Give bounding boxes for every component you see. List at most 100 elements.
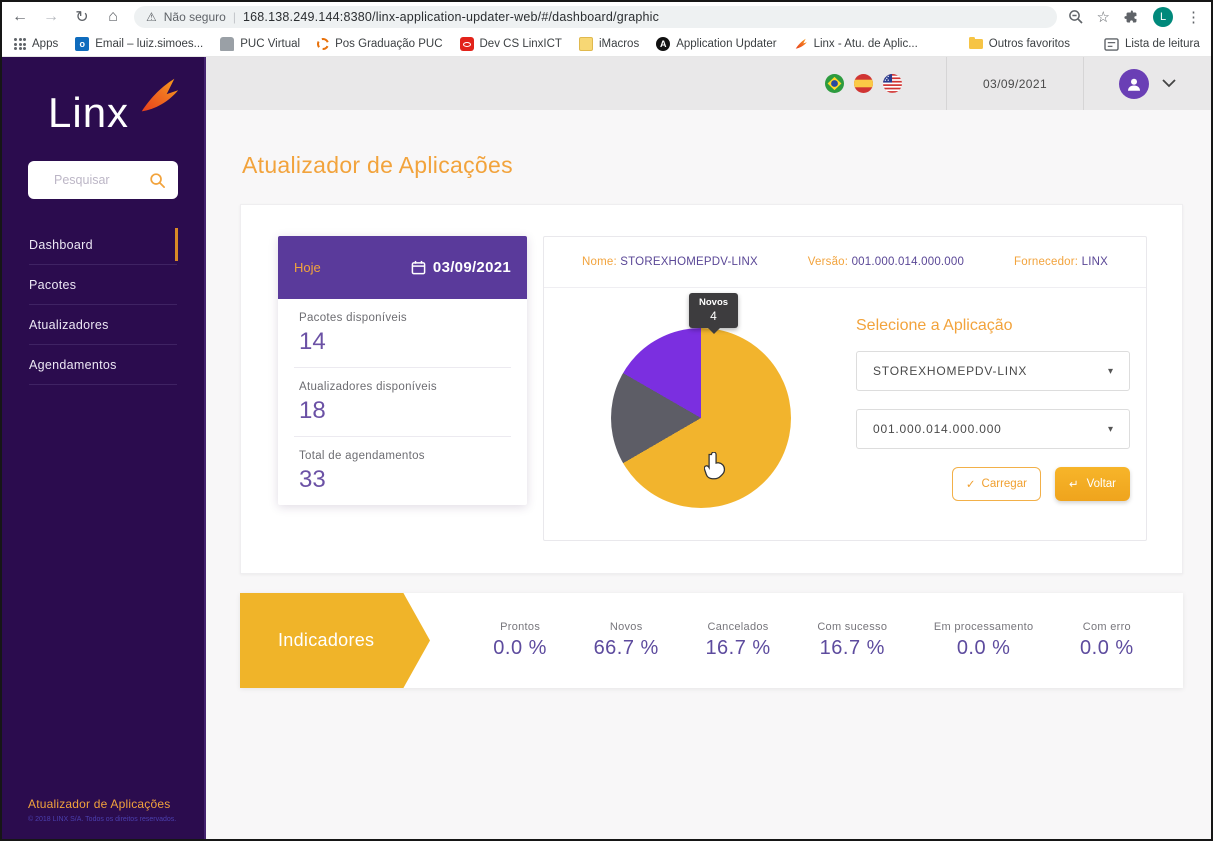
application-dropdown[interactable]: STOREXHOMEPDV-LINX ▾ (856, 351, 1130, 391)
extensions-puzzle-icon[interactable] (1123, 9, 1140, 26)
application-info-header: Nome: STOREXHOMEPDV-LINX Versão: 001.000… (544, 237, 1146, 288)
bookmark-dev-cs[interactable]: Dev CS LinxICT (459, 37, 562, 51)
chevron-down-icon[interactable] (1162, 79, 1176, 88)
sidebar-item-label: Dashboard (29, 237, 93, 252)
back-button[interactable]: ← (12, 8, 28, 25)
dashboard-panel: Hoje 03/09/2021 Pacotes disponíveis 14 A… (240, 204, 1183, 574)
field-nome: Nome: STOREXHOMEPDV-LINX (582, 256, 758, 268)
dev-cs-icon (459, 37, 474, 51)
bookmark-label: iMacros (598, 38, 640, 50)
linx-favicon (795, 38, 807, 49)
language-flags (825, 57, 902, 110)
flag-spain-icon[interactable] (854, 74, 873, 93)
today-card: Hoje 03/09/2021 Pacotes disponíveis 14 A… (278, 236, 527, 505)
field-fornecedor: Fornecedor: LINX (1014, 256, 1108, 268)
reload-button[interactable]: ↻ (75, 9, 89, 26)
indicator-em-processamento: Em processamento 0.0 % (933, 621, 1034, 659)
indicator-prontos: Prontos 0.0 % (493, 621, 547, 659)
folder-icon (968, 36, 983, 49)
sidebar-item-atualizadores[interactable]: Atualizadores (29, 305, 177, 345)
linx-logo: Linx (48, 78, 179, 137)
sidebar: Linx Dashboard Pacotes Atualizadores Age… (2, 57, 206, 839)
pie-tooltip: Novos 4 (689, 293, 739, 334)
url-divider: | (232, 10, 236, 24)
button-row: ✓ Carregar ↵ Voltar (856, 467, 1130, 501)
zoom-icon[interactable] (1068, 9, 1084, 25)
browser-toolbar: ← → ↻ ⌂ ⚠ Não seguro | 168.138.249.144:8… (2, 2, 1211, 32)
mouse-cursor (704, 452, 726, 480)
stat-label: Pacotes disponíveis (299, 312, 407, 324)
flag-brazil-icon[interactable] (825, 74, 844, 93)
stat-value: 18 (299, 397, 326, 424)
bookmark-linx[interactable]: Linx - Atu. de Aplic... (794, 37, 918, 51)
sidebar-item-agendamentos[interactable]: Agendamentos (29, 345, 177, 385)
sidebar-copyright: © 2018 LINX S/A. Todos os direitos reser… (28, 816, 177, 823)
application-card: Nome: STOREXHOMEPDV-LINX Versão: 001.000… (543, 236, 1147, 541)
indicators-bar: Indicadores Prontos 0.0 % Novos 66.7 % C… (240, 593, 1183, 688)
bookmark-outros-favoritos[interactable]: Outros favoritos (968, 36, 1070, 50)
application-select-panel: Selecione a Aplicação STOREXHOMEPDV-LINX… (856, 317, 1130, 501)
reading-list-button[interactable]: Lista de leitura (1104, 37, 1200, 51)
indicators-stats: Prontos 0.0 % Novos 66.7 % Cancelados 16… (430, 593, 1183, 688)
bookmark-apps[interactable]: Apps (14, 38, 58, 50)
browser-profile-avatar[interactable]: L (1153, 7, 1173, 27)
user-menu[interactable] (1083, 57, 1211, 110)
check-icon: ✓ (965, 479, 976, 491)
address-bar[interactable]: ⚠ Não seguro | 168.138.249.144:8380/linx… (134, 6, 1057, 28)
bookmark-imacros[interactable]: iMacros (578, 37, 640, 51)
stat-label: Atualizadores disponíveis (299, 381, 437, 393)
stat-value: 33 (299, 466, 326, 493)
bookmark-star-icon[interactable]: ☆ (1096, 9, 1110, 26)
sidebar-item-dashboard[interactable]: Dashboard (29, 225, 178, 265)
url-text[interactable]: 168.138.249.144:8380/linx-application-up… (242, 10, 660, 24)
bookmark-application-updater[interactable]: A Application Updater (656, 37, 777, 51)
bookmark-label: Lista de leitura (1124, 38, 1200, 50)
carregar-button[interactable]: ✓ Carregar (951, 467, 1041, 501)
bookmark-label: Linx - Atu. de Aplic... (813, 38, 918, 50)
bookmark-label: Outros favoritos (988, 38, 1070, 50)
flag-usa-icon[interactable] (883, 74, 902, 93)
bookmark-label: Application Updater (676, 38, 777, 50)
browser-menu-icon[interactable]: ⋮ (1186, 9, 1201, 26)
toolbar-actions: ☆ L ⋮ (1068, 7, 1203, 27)
sidebar-item-label: Atualizadores (29, 317, 109, 332)
bookmark-label: Email – luiz.simoes... (95, 38, 204, 50)
search-input[interactable] (54, 173, 149, 187)
bookmark-pos-graduacao[interactable]: Pos Graduação PUC (317, 38, 443, 50)
not-secure-warning-icon[interactable]: ⚠ (146, 10, 157, 24)
sidebar-item-pacotes[interactable]: Pacotes (29, 265, 177, 305)
indicator-com-erro: Com erro 0.0 % (1080, 621, 1134, 659)
forward-button[interactable]: → (43, 8, 59, 25)
page-title: Atualizador de Aplicações (242, 152, 513, 178)
stat-pacotes-disponiveis: Pacotes disponíveis 14 (294, 299, 511, 368)
bookmark-label: Apps (32, 38, 59, 50)
today-date: 03/09/2021 (411, 259, 511, 276)
imacros-icon (578, 37, 593, 51)
indicator-novos: Novos 66.7 % (593, 621, 659, 659)
bookmark-puc-virtual[interactable]: PUC Virtual (220, 37, 300, 51)
pie-chart[interactable] (611, 328, 791, 508)
user-avatar-icon[interactable] (1119, 68, 1149, 99)
bookmark-email[interactable]: o Email – luiz.simoes... (75, 37, 203, 51)
search-icon[interactable] (149, 172, 166, 189)
indicators-banner: Indicadores (240, 593, 430, 688)
calendar-icon (411, 260, 426, 275)
sidebar-item-label: Agendamentos (29, 357, 117, 372)
puc-virtual-icon (220, 37, 235, 51)
application-updater-icon: A (656, 37, 671, 51)
current-date: 03/09/2021 (946, 57, 1083, 110)
sidebar-footer-title: Atualizador de Aplicações (28, 797, 171, 811)
indicator-com-sucesso: Com sucesso 16.7 % (817, 621, 888, 659)
today-label: Hoje (294, 260, 321, 275)
stat-label: Total de agendamentos (299, 450, 425, 462)
home-button[interactable]: ⌂ (108, 8, 118, 25)
version-dropdown[interactable]: 001.000.014.000.000 ▾ (856, 409, 1130, 449)
voltar-button[interactable]: ↵ Voltar (1054, 467, 1130, 501)
sidebar-item-label: Pacotes (29, 277, 77, 292)
stat-total-agendamentos: Total de agendamentos 33 (294, 437, 511, 505)
stat-atualizadores-disponiveis: Atualizadores disponíveis 18 (294, 368, 511, 437)
bookmark-label: PUC Virtual (240, 38, 301, 50)
outlook-icon: o (75, 37, 90, 51)
linx-arrow-icon (141, 78, 179, 112)
